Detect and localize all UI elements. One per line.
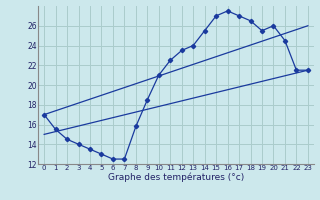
X-axis label: Graphe des températures (°c): Graphe des températures (°c)	[108, 173, 244, 182]
